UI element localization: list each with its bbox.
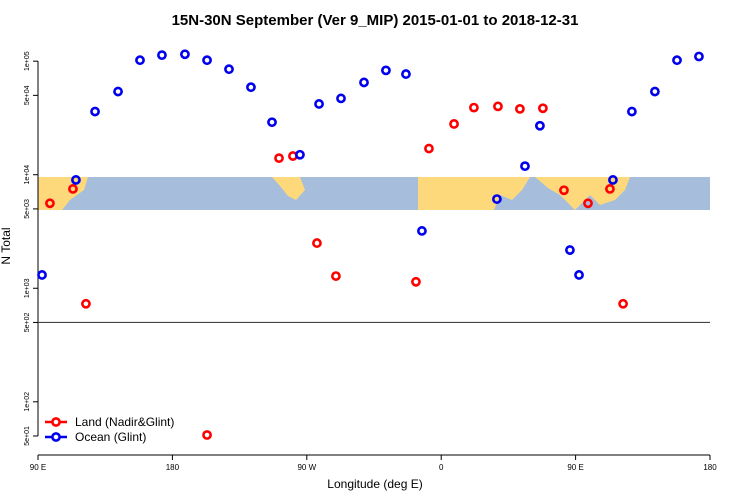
point xyxy=(68,184,78,194)
point xyxy=(565,245,575,255)
point xyxy=(267,117,277,128)
point xyxy=(180,49,190,60)
point xyxy=(411,276,421,287)
point xyxy=(81,298,91,309)
point xyxy=(608,175,618,185)
y-tick-label: 5e+03 xyxy=(24,199,31,219)
point xyxy=(618,298,628,309)
point xyxy=(605,184,615,194)
point xyxy=(312,238,322,248)
point xyxy=(336,93,346,104)
point xyxy=(202,55,212,66)
point xyxy=(113,86,123,97)
point xyxy=(449,119,459,129)
land-shape xyxy=(418,177,530,210)
point xyxy=(537,103,548,114)
point xyxy=(535,120,545,131)
x-tick-label: 180 xyxy=(166,463,180,472)
land-shape xyxy=(535,177,630,210)
y-axis-label: N Total xyxy=(0,227,13,264)
point xyxy=(295,149,305,160)
legend-label: Land (Nadir&Glint) xyxy=(75,415,174,429)
point xyxy=(424,143,434,154)
point xyxy=(359,77,369,88)
point xyxy=(492,194,502,204)
point xyxy=(314,99,324,109)
y-tick-label: 1e+02 xyxy=(24,392,31,412)
point xyxy=(202,430,212,440)
point xyxy=(157,50,167,61)
point xyxy=(401,69,411,79)
point xyxy=(45,198,55,209)
point xyxy=(672,55,682,66)
point xyxy=(559,185,569,196)
point xyxy=(331,271,341,281)
x-tick-label: 90 W xyxy=(297,463,316,472)
point xyxy=(135,55,145,66)
point xyxy=(520,161,530,172)
point xyxy=(469,102,479,113)
point xyxy=(90,106,100,117)
y-tick-label: 1e+05 xyxy=(24,51,31,71)
x-axis-label: Longitude (deg E) xyxy=(327,477,422,491)
legend-marker xyxy=(51,417,61,427)
y-tick-label: 5e+04 xyxy=(24,85,31,105)
point xyxy=(37,270,47,280)
legend-marker xyxy=(51,432,61,442)
x-tick-label: 90 E xyxy=(567,463,583,472)
map-band xyxy=(38,177,710,210)
point xyxy=(583,198,593,209)
y-tick-label: 1e+04 xyxy=(24,165,31,185)
y-tick-label: 5e+02 xyxy=(24,313,31,333)
point xyxy=(493,101,503,112)
point xyxy=(224,64,234,75)
point xyxy=(274,153,284,164)
point xyxy=(246,82,256,93)
x-tick-label: 0 xyxy=(439,463,444,472)
point xyxy=(514,103,525,114)
land-shape xyxy=(272,177,305,200)
point xyxy=(649,86,660,97)
y-tick-label: 1e+03 xyxy=(24,278,31,298)
point xyxy=(381,65,391,76)
legend-label: Ocean (Glint) xyxy=(75,430,146,444)
point xyxy=(417,226,427,236)
y-tick-label: 5e+01 xyxy=(24,426,31,446)
x-tick-label: 90 E xyxy=(30,463,46,472)
chart-title: 15N-30N September (Ver 9_MIP) 2015-01-01… xyxy=(172,12,579,29)
point xyxy=(574,270,584,280)
x-tick-label: 180 xyxy=(703,463,717,472)
point xyxy=(626,106,637,117)
point xyxy=(694,51,704,62)
point xyxy=(71,175,81,185)
